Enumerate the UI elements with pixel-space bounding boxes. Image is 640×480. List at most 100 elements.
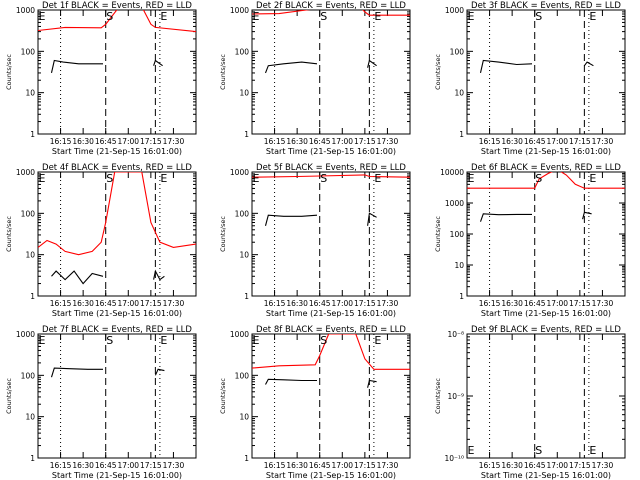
plot-frame (466, 333, 626, 459)
x-tick-label: 17:30 (592, 137, 614, 146)
y-tick-label: 100 (21, 371, 36, 380)
plot-frame (251, 171, 411, 297)
y-tick-label: 1 (244, 454, 249, 463)
x-tick-label: 17:00 (117, 299, 139, 308)
x-tick-label: 16:15 (264, 461, 286, 470)
events-series-line (367, 212, 377, 226)
x-tick-label: 16:30 (72, 137, 94, 146)
y-tick-label: 10 (25, 89, 35, 98)
plot-frame (251, 333, 411, 459)
x-tick-label: 16:45 (95, 299, 117, 308)
marker-label: E (39, 172, 46, 185)
marker-label: E (468, 172, 475, 185)
events-series-line (154, 368, 165, 376)
y-tick-label: 10 (239, 251, 249, 260)
marker-label: E (160, 172, 167, 185)
marker-label: S (535, 172, 542, 185)
x-tick-label: 17:15 (140, 137, 162, 146)
x-tick-label: 16:45 (524, 299, 546, 308)
y-tick-label: 1000 (230, 6, 249, 15)
events-series-line (367, 379, 377, 388)
x-tick-label: 16:45 (309, 137, 331, 146)
x-tick-label: 16:45 (309, 299, 331, 308)
y-tick-label: 1 (459, 292, 464, 301)
x-tick-label: 17:30 (163, 137, 185, 146)
panel-title: Det 9f BLACK = Events, RED = LLD (471, 325, 621, 335)
x-tick-label: 16:30 (501, 461, 523, 470)
events-series-line (367, 59, 377, 68)
lld-series-line (467, 172, 625, 189)
y-axis-label: Counts/sec (219, 378, 227, 414)
marker-label: E (589, 10, 596, 23)
events-series-line (153, 269, 165, 281)
plot-area (38, 10, 196, 134)
panel-det-7: Det 7f BLACK = Events, RED = LLD 1 10 100 10… (5, 325, 197, 480)
x-tick-label: 16:30 (72, 461, 94, 470)
x-tick-label: 16:45 (524, 461, 546, 470)
x-tick-label: 16:30 (286, 137, 308, 146)
panel-title: Det 7f BLACK = Events, RED = LLD (42, 325, 192, 335)
plot-area (467, 172, 625, 296)
events-series-line (50, 367, 103, 378)
x-axis-label: Start Time (21-Sep-15 16:01:00) (266, 471, 396, 480)
x-tick-label: 16:30 (501, 137, 523, 146)
panel-title: Det 2f BLACK = Events, RED = LLD (256, 1, 406, 11)
y-tick-label: 1000 (445, 6, 464, 15)
marker-label: E (468, 444, 475, 457)
x-tick-label: 17:30 (377, 299, 399, 308)
y-tick-label: 1 (459, 130, 464, 139)
panel-title: Det 6f BLACK = Events, RED = LLD (471, 163, 621, 173)
events-series-line (264, 61, 318, 74)
x-tick-label: 16:45 (309, 461, 331, 470)
plot-frame (37, 333, 197, 459)
plot-area (467, 334, 590, 458)
x-tick-label: 16:30 (72, 299, 94, 308)
y-tick-label: 10 (454, 261, 464, 270)
y-tick-label: 100 (450, 230, 465, 239)
panel-det-6: Det 6f BLACK = Events, RED = LLD 1 10 100 10… (434, 163, 626, 318)
x-tick-label: 16:45 (524, 137, 546, 146)
marker-label: E (374, 10, 381, 23)
y-tick-label: 100 (450, 47, 465, 56)
lld-series-line (252, 10, 410, 16)
x-tick-label: 17:00 (331, 461, 353, 470)
x-tick-label: 17:00 (546, 299, 568, 308)
x-tick-label: 16:30 (286, 461, 308, 470)
x-tick-label: 16:15 (50, 299, 72, 308)
marker-label: S (320, 10, 327, 23)
x-tick-label: 17:30 (592, 299, 614, 308)
events-series-line (264, 214, 318, 226)
plot-area (38, 172, 196, 296)
x-tick-label: 16:15 (264, 299, 286, 308)
events-series-line (50, 59, 103, 74)
marker-label: E (374, 172, 381, 185)
lld-series-line (252, 334, 410, 370)
x-tick-label: 17:00 (331, 137, 353, 146)
panel-title: Det 8f BLACK = Events, RED = LLD (256, 325, 406, 335)
marker-label: E (253, 172, 260, 185)
x-tick-label: 17:15 (569, 299, 591, 308)
events-series-line (479, 213, 532, 222)
panel-title: Det 4f BLACK = Events, RED = LLD (42, 163, 192, 173)
x-tick-label: 16:45 (95, 137, 117, 146)
x-tick-label: 16:15 (479, 299, 501, 308)
y-tick-label: 10⁻⁹ (447, 392, 464, 401)
y-axis-label: Counts/sec (219, 54, 227, 90)
y-tick-label: 1 (244, 130, 249, 139)
x-tick-label: 16:30 (286, 299, 308, 308)
y-tick-label: 1000 (230, 330, 249, 339)
y-tick-label: 10 (239, 413, 249, 422)
x-axis-label: Start Time (21-Sep-15 16:01:00) (52, 147, 182, 156)
x-tick-label: 16:15 (50, 461, 72, 470)
x-axis-label: Start Time (21-Sep-15 16:01:00) (481, 147, 611, 156)
y-axis-label: Counts/sec (434, 216, 442, 252)
x-tick-label: 17:15 (354, 299, 376, 308)
y-axis-label: Counts/sec (434, 54, 442, 90)
y-tick-label: 1000 (16, 6, 35, 15)
y-tick-label: 1000 (230, 168, 249, 177)
x-tick-label: 17:00 (546, 137, 568, 146)
y-tick-label: 1000 (16, 330, 35, 339)
y-axis-label: Counts/sec (5, 216, 13, 252)
x-tick-label: 16:15 (479, 461, 501, 470)
